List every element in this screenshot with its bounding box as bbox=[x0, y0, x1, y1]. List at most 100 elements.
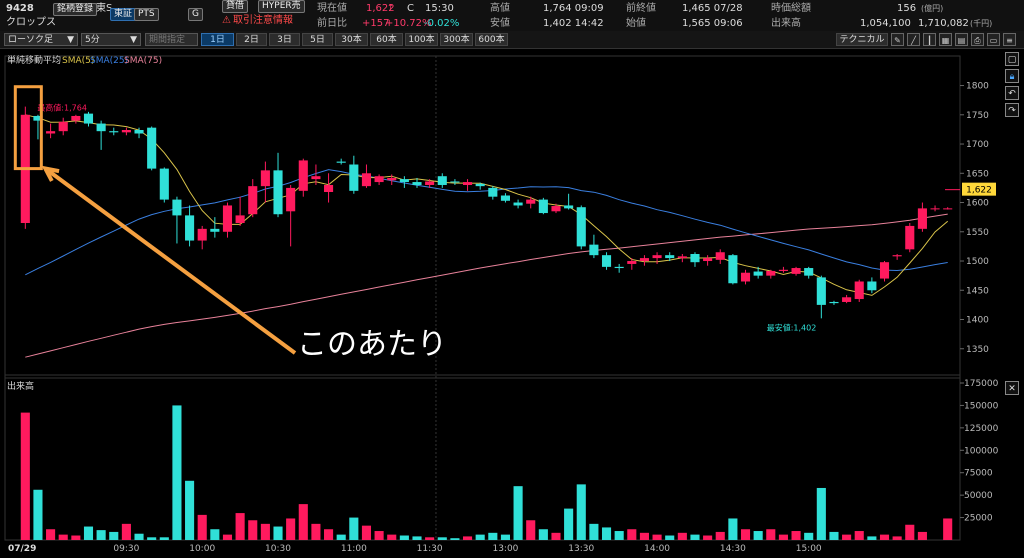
candle-body bbox=[235, 215, 245, 223]
volume-bar bbox=[917, 531, 927, 540]
period-600[interactable]: 600本 bbox=[475, 33, 508, 46]
volume-bar bbox=[96, 530, 106, 540]
volume-bar bbox=[210, 529, 220, 540]
open-label: 始値 bbox=[626, 18, 646, 29]
price-tick-label: 1450 bbox=[966, 286, 989, 296]
volume-bar bbox=[690, 534, 700, 540]
volume-bar bbox=[778, 534, 788, 540]
volume-bar bbox=[159, 537, 169, 540]
period-30[interactable]: 30本 bbox=[335, 33, 368, 46]
candle-body bbox=[943, 208, 953, 210]
candle-body bbox=[273, 170, 283, 215]
candle-body bbox=[324, 184, 334, 192]
window-icon[interactable]: ▭ bbox=[987, 33, 1000, 46]
volume-label: 出来高 bbox=[771, 18, 801, 29]
warning-text[interactable]: 取引注意情報 bbox=[233, 15, 293, 26]
legend-sma75: SMA(75) bbox=[124, 56, 162, 66]
period-5d[interactable]: 5日 bbox=[302, 33, 333, 46]
volume-bar bbox=[33, 489, 43, 540]
volume-bar bbox=[222, 534, 233, 540]
candle-body bbox=[159, 168, 169, 200]
candle-body bbox=[601, 255, 612, 267]
time-label: 14:30 bbox=[720, 544, 746, 554]
candle-body bbox=[564, 205, 574, 209]
time-label: 11:30 bbox=[417, 544, 443, 554]
candle-body bbox=[791, 268, 801, 274]
candle-body bbox=[842, 297, 852, 302]
volume-tick-label: 50000 bbox=[964, 491, 993, 501]
period-range-input[interactable]: 期間指定 bbox=[145, 33, 198, 46]
g-icon[interactable]: G bbox=[188, 8, 203, 21]
printer-icon[interactable]: ⎙ bbox=[971, 33, 984, 46]
volume-bar bbox=[829, 531, 839, 540]
more-icon[interactable]: ≡ bbox=[1003, 33, 1016, 46]
price-tick-label: 1650 bbox=[966, 169, 989, 179]
volume-bar bbox=[753, 531, 763, 540]
period-3d[interactable]: 3日 bbox=[269, 33, 300, 46]
candle-body bbox=[109, 131, 119, 133]
candle-body bbox=[854, 281, 864, 300]
document-icon[interactable]: ▤ bbox=[955, 33, 968, 46]
candle-settings-icon[interactable]: ┃ bbox=[923, 33, 936, 46]
turnover-value: 1,710,082 bbox=[918, 18, 969, 29]
redo-icon[interactable]: ↷ bbox=[1005, 103, 1019, 117]
candle-body bbox=[172, 199, 182, 216]
price-tick-label: 1500 bbox=[966, 257, 989, 267]
volume-bar bbox=[526, 520, 536, 540]
period-300[interactable]: 300本 bbox=[440, 33, 473, 46]
volume-bar bbox=[349, 517, 359, 540]
expand-icon[interactable]: ▢ bbox=[1005, 52, 1019, 66]
period-2d[interactable]: 2日 bbox=[236, 33, 267, 46]
candle-body bbox=[488, 187, 498, 197]
volume-bar bbox=[324, 529, 334, 540]
period-range-placeholder: 期間指定 bbox=[149, 35, 186, 45]
candle-body bbox=[589, 244, 599, 256]
volume-bar bbox=[172, 405, 182, 540]
volume-bar bbox=[715, 531, 725, 540]
volume-bar bbox=[273, 526, 283, 540]
register-button[interactable]: 銘柄登録 bbox=[53, 3, 98, 16]
sma75-path bbox=[25, 213, 948, 358]
candle-body bbox=[298, 160, 308, 191]
interval-select[interactable]: 5分 ▼ bbox=[81, 33, 141, 46]
period-100[interactable]: 100本 bbox=[405, 33, 438, 46]
volume-bar bbox=[740, 529, 751, 540]
price-tick-label: 1400 bbox=[966, 316, 989, 326]
volume-bar bbox=[46, 529, 56, 540]
volume-bar bbox=[564, 508, 574, 540]
undo-icon[interactable]: ↶ bbox=[1005, 86, 1019, 100]
candle-body bbox=[740, 272, 751, 282]
candle-body bbox=[197, 228, 207, 241]
price-tick-label: 1350 bbox=[966, 345, 989, 355]
chart-type-select[interactable]: ローソク足 ▼ bbox=[4, 33, 78, 46]
candle-body bbox=[46, 131, 56, 134]
market-tab-tse[interactable]: 東証 bbox=[110, 8, 137, 21]
candle-body bbox=[336, 161, 346, 163]
legend: 単純移動平均 SMA(5) SMA(25) SMA(75) 出来高 bbox=[7, 54, 162, 392]
volume-value: 1,054,100 bbox=[860, 18, 911, 29]
volume-bar bbox=[601, 527, 612, 540]
period-1d[interactable]: 1日 bbox=[201, 33, 234, 46]
period-60[interactable]: 60本 bbox=[370, 33, 403, 46]
market-tab-pts[interactable]: PTS bbox=[134, 8, 159, 21]
candle-body bbox=[222, 205, 233, 232]
candle-body bbox=[879, 262, 890, 279]
stock-code: 9428 bbox=[6, 3, 34, 14]
legend-sma5: SMA(5) bbox=[62, 56, 94, 66]
draw-line-icon[interactable]: ╱ bbox=[907, 33, 920, 46]
candle-body bbox=[829, 301, 839, 304]
volume-bar bbox=[538, 529, 548, 540]
time-label: 11:00 bbox=[341, 544, 367, 554]
close-volume-icon[interactable]: ✕ bbox=[1005, 381, 1019, 395]
time-label: 14:00 bbox=[644, 544, 670, 554]
chart-toolbar: ローソク足 ▼ 5分 ▼ 期間指定 1日 2日 3日 5日 30本 60本 100本… bbox=[0, 31, 1024, 49]
table-icon[interactable]: ▦ bbox=[939, 33, 952, 46]
pencil-icon[interactable]: ✎ bbox=[891, 33, 904, 46]
lock-icon[interactable]: 🔒︎ bbox=[1005, 69, 1019, 83]
high-value: 1,764 09:09 bbox=[543, 3, 604, 14]
candle-body bbox=[286, 187, 296, 212]
candle-body bbox=[58, 121, 68, 132]
candle-body bbox=[33, 115, 43, 121]
technical-button[interactable]: テクニカル bbox=[836, 33, 888, 46]
candle-body bbox=[475, 183, 485, 187]
